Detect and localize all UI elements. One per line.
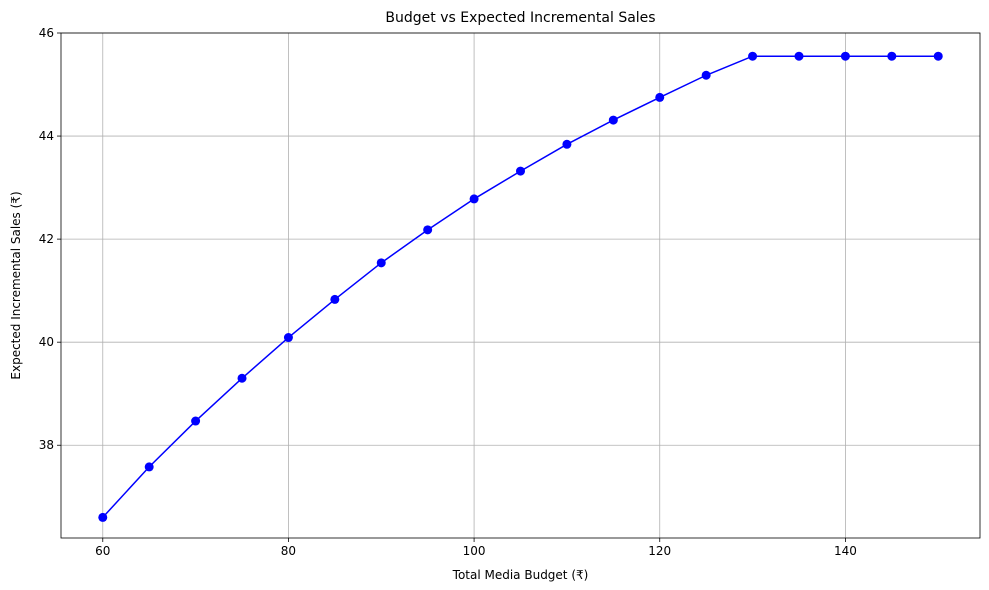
x-tick-label: 60 [95, 544, 110, 558]
chart-title: Budget vs Expected Incremental Sales [385, 10, 655, 26]
series-layer [98, 51, 943, 522]
y-tick-label: 40 [39, 335, 54, 349]
y-tick-label: 46 [39, 26, 54, 40]
data-point [562, 139, 572, 149]
data-point [283, 333, 293, 343]
grid [61, 32, 980, 538]
x-tick-label: 80 [281, 544, 296, 558]
data-point [376, 258, 386, 268]
data-point [330, 294, 340, 304]
data-point [887, 51, 897, 61]
y-tick-label: 38 [39, 438, 54, 452]
data-point [144, 462, 154, 472]
x-axis-title: Total Media Budget (₹) [452, 568, 589, 582]
data-point [748, 51, 758, 61]
x-tick-label: 140 [834, 544, 857, 558]
data-point [608, 115, 618, 125]
data-point [237, 373, 247, 383]
y-axis-title: Expected Incremental Sales (₹) [9, 191, 23, 379]
x-tick-label: 100 [463, 544, 486, 558]
data-point [423, 225, 433, 235]
data-point [469, 194, 479, 204]
data-point [794, 51, 804, 61]
data-point [840, 51, 850, 61]
y-tick-label: 42 [39, 232, 54, 246]
series-line [102, 55, 939, 518]
x-tick-label: 120 [648, 544, 671, 558]
data-point [98, 512, 108, 522]
plot-frame [60, 32, 981, 539]
axis-ticks: 60 80 100 120 140 38 40 42 44 46 [39, 26, 857, 558]
data-point [701, 70, 711, 80]
y-tick-label: 44 [39, 129, 54, 143]
data-point [516, 166, 525, 176]
data-point [191, 416, 201, 426]
data-point [933, 51, 943, 61]
data-point [655, 92, 665, 102]
